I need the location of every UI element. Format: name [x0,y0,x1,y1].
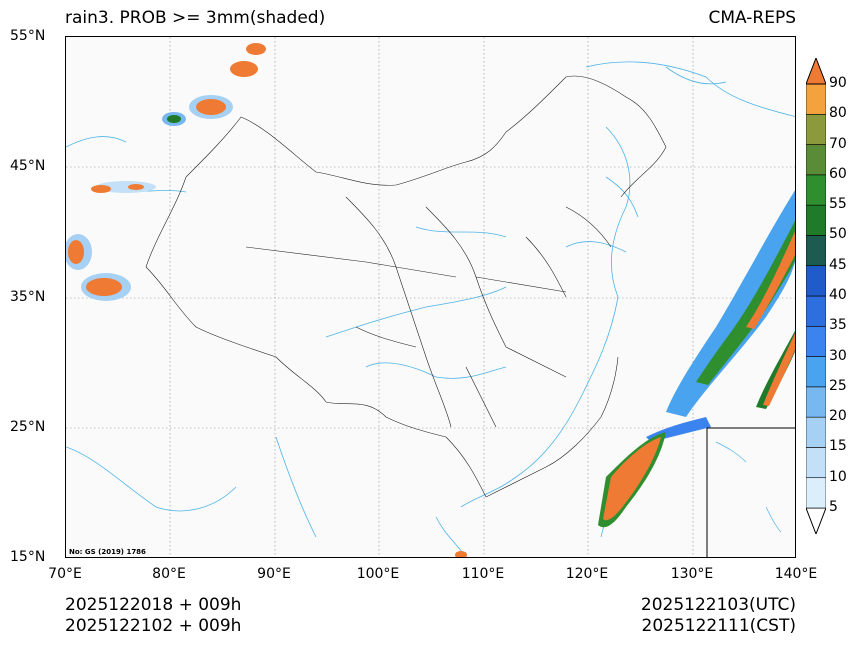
colorbar-segment [805,83,827,115]
colorbar-label: 5 [829,499,838,515]
colorbar-segment [805,325,827,357]
colorbar-label: 25 [829,377,847,394]
lon-label-110: 110°E [461,566,505,582]
colorbar [805,56,827,536]
colorbar-label: 10 [829,468,847,485]
lon-label-70: 70°E [48,566,82,582]
colorbar-label: 20 [829,408,847,425]
borders [145,75,667,498]
valid-time-utc: 2025122103(UTC) [640,595,796,615]
lon-label-140: 140°E [774,566,818,582]
colorbar-label: 30 [829,347,847,364]
chart-title: rain3. PROB >= 3mm(shaded) [65,8,326,28]
colorbar-labels: 5 10 15 20 25 30 35 40 45 50 55 60 70 80 90 [829,0,860,647]
lon-label-80: 80°E [152,566,186,582]
model-name: CMA-REPS [708,8,796,28]
colorbar-label: 60 [829,165,847,182]
init-time-utc: 2025122018 + 009h [65,595,242,615]
colorbar-segment [805,113,827,145]
coastlines-rivers [66,61,795,557]
colorbar-segment [805,144,827,176]
colorbar-label: 15 [829,438,847,455]
colorbar-segment [805,416,827,448]
valid-time-cst: 2025122111(CST) [641,616,796,636]
lat-label-55: 55°N [10,28,46,44]
colorbar-segment [805,204,827,236]
colorbar-label: 70 [829,135,847,152]
lat-label-15: 15°N [10,549,46,565]
colorbar-graphic [805,56,827,536]
probability-shading [66,43,795,557]
colorbar-label: 55 [829,196,847,213]
colorbar-label: 45 [829,256,847,273]
south-china-sea-inset [706,427,795,557]
lat-label-45: 45°N [10,158,46,174]
colorbar-segment [805,235,827,267]
map-panel [65,36,796,558]
colorbar-segment [805,295,827,327]
colorbar-label: 40 [829,287,847,303]
colorbar-extend-max [805,56,827,85]
map-approval-note: No: GS (2019) 1786 [69,548,146,556]
colorbar-label: 50 [829,226,847,243]
lon-label-100: 100°E [356,566,400,582]
colorbar-label: 80 [829,105,847,122]
colorbar-segment [805,174,827,206]
lat-label-25: 25°N [10,419,46,435]
init-time-cst: 2025122102 + 009h [65,616,242,636]
colorbar-label: 35 [829,317,847,334]
lon-label-90: 90°E [257,566,291,582]
colorbar-segment [805,265,827,297]
colorbar-segment [805,356,827,388]
lat-label-35: 35°N [10,289,46,305]
colorbar-segment [805,447,827,479]
map-canvas [66,37,795,557]
lon-label-120: 120°E [565,566,609,582]
lon-label-130: 130°E [670,566,714,582]
colorbar-label: 90 [829,75,847,91]
colorbar-extend-min [805,507,827,536]
colorbar-segment [805,386,827,418]
colorbar-segment [805,477,827,509]
